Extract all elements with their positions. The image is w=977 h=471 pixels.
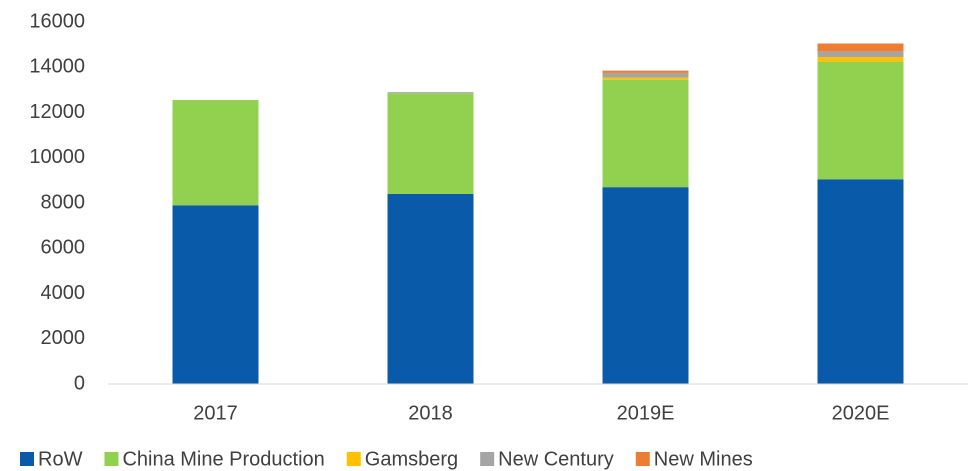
x-tick-label: 2019E [617, 402, 675, 424]
legend-label: RoW [38, 448, 83, 470]
bar-segment [817, 57, 904, 62]
bar-segment [817, 51, 904, 58]
y-tick-label: 2000 [41, 327, 86, 349]
legend-swatch [480, 452, 495, 466]
y-tick-label: 4000 [41, 282, 86, 304]
y-tick-label: 10000 [29, 146, 85, 168]
bar-segment [387, 193, 474, 384]
y-tick-label: 6000 [41, 237, 86, 259]
bar-segment [602, 70, 689, 73]
bar-segment [172, 100, 259, 206]
bar-segment [817, 179, 904, 384]
bar-segment [602, 79, 689, 188]
x-tick-label: 2018 [408, 402, 453, 424]
bar-segment [602, 77, 689, 80]
legend-label: Gamsberg [365, 448, 458, 470]
bar-segment [172, 205, 259, 384]
legend-swatch [346, 452, 361, 466]
bar-segment [602, 72, 689, 78]
bar-segment [387, 93, 474, 194]
x-tick-label: 2020E [832, 402, 890, 424]
y-tick-label: 14000 [29, 56, 85, 78]
y-tick-label: 16000 [29, 10, 85, 32]
legend-label: New Mines [654, 448, 753, 470]
y-tick-label: 12000 [29, 101, 85, 123]
x-tick-label: 2017 [193, 402, 238, 424]
legend-swatch [20, 452, 34, 466]
bar-segment [817, 61, 904, 180]
bar-segment [817, 43, 904, 52]
legend-label: China Mine Production [122, 448, 324, 470]
bar-segment [602, 187, 689, 384]
legend-label: New Century [498, 448, 614, 470]
legend-swatch [104, 452, 119, 466]
legend-swatch [635, 452, 650, 466]
y-tick-label: 0 [74, 372, 85, 394]
y-tick-label: 8000 [41, 191, 86, 213]
bar-segment [387, 92, 474, 94]
